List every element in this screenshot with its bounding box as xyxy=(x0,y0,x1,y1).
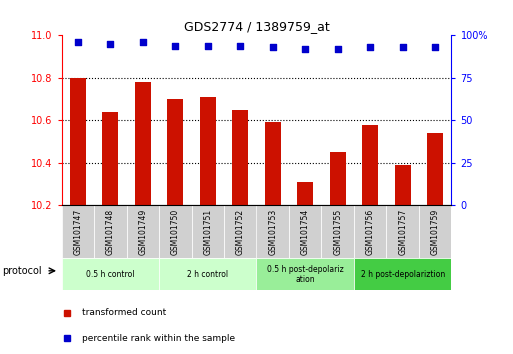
Bar xyxy=(256,205,289,258)
Bar xyxy=(102,112,119,205)
Point xyxy=(399,45,407,50)
Bar xyxy=(362,125,378,205)
Bar xyxy=(329,152,346,205)
Point xyxy=(236,43,244,48)
Text: GSM101747: GSM101747 xyxy=(73,209,82,255)
Point xyxy=(74,39,82,45)
Bar xyxy=(427,133,443,205)
Text: GSM101748: GSM101748 xyxy=(106,209,115,255)
Text: GSM101753: GSM101753 xyxy=(268,209,277,255)
Bar xyxy=(94,205,127,258)
Bar xyxy=(297,182,313,205)
Bar xyxy=(265,122,281,205)
Text: GSM101754: GSM101754 xyxy=(301,209,310,255)
Text: percentile rank within the sample: percentile rank within the sample xyxy=(82,333,235,343)
Point xyxy=(139,39,147,45)
Point xyxy=(366,45,374,50)
Text: protocol: protocol xyxy=(3,266,42,276)
Text: GSM101759: GSM101759 xyxy=(431,209,440,255)
Title: GDS2774 / 1389759_at: GDS2774 / 1389759_at xyxy=(184,20,329,33)
Point xyxy=(333,46,342,52)
Point xyxy=(301,46,309,52)
Text: 2 h post-depolariztion: 2 h post-depolariztion xyxy=(361,270,445,279)
Bar xyxy=(224,205,256,258)
Bar xyxy=(200,97,216,205)
Bar xyxy=(62,205,94,258)
Bar xyxy=(386,205,419,258)
Bar xyxy=(134,82,151,205)
Bar xyxy=(62,258,159,290)
Bar xyxy=(256,258,354,290)
Bar xyxy=(232,110,248,205)
Text: GSM101750: GSM101750 xyxy=(171,209,180,255)
Bar xyxy=(159,205,191,258)
Text: 2 h control: 2 h control xyxy=(187,270,228,279)
Bar xyxy=(354,205,386,258)
Bar xyxy=(394,165,411,205)
Bar xyxy=(322,205,354,258)
Bar xyxy=(289,205,322,258)
Text: GSM101755: GSM101755 xyxy=(333,209,342,255)
Point xyxy=(431,45,439,50)
Text: 0.5 h post-depolariz
ation: 0.5 h post-depolariz ation xyxy=(267,265,344,284)
Point xyxy=(204,43,212,48)
Bar xyxy=(159,258,256,290)
Text: transformed count: transformed count xyxy=(82,308,166,317)
Bar xyxy=(127,205,159,258)
Point xyxy=(171,43,180,48)
Text: GSM101756: GSM101756 xyxy=(366,209,374,255)
Text: 0.5 h control: 0.5 h control xyxy=(86,270,134,279)
Bar xyxy=(70,78,86,205)
Bar xyxy=(419,205,451,258)
Bar xyxy=(167,99,183,205)
Text: GSM101749: GSM101749 xyxy=(139,209,147,255)
Text: GSM101757: GSM101757 xyxy=(398,209,407,255)
Bar xyxy=(191,205,224,258)
Text: GSM101752: GSM101752 xyxy=(236,209,245,255)
Bar xyxy=(354,258,451,290)
Point xyxy=(106,41,114,47)
Point xyxy=(269,45,277,50)
Text: GSM101751: GSM101751 xyxy=(203,209,212,255)
